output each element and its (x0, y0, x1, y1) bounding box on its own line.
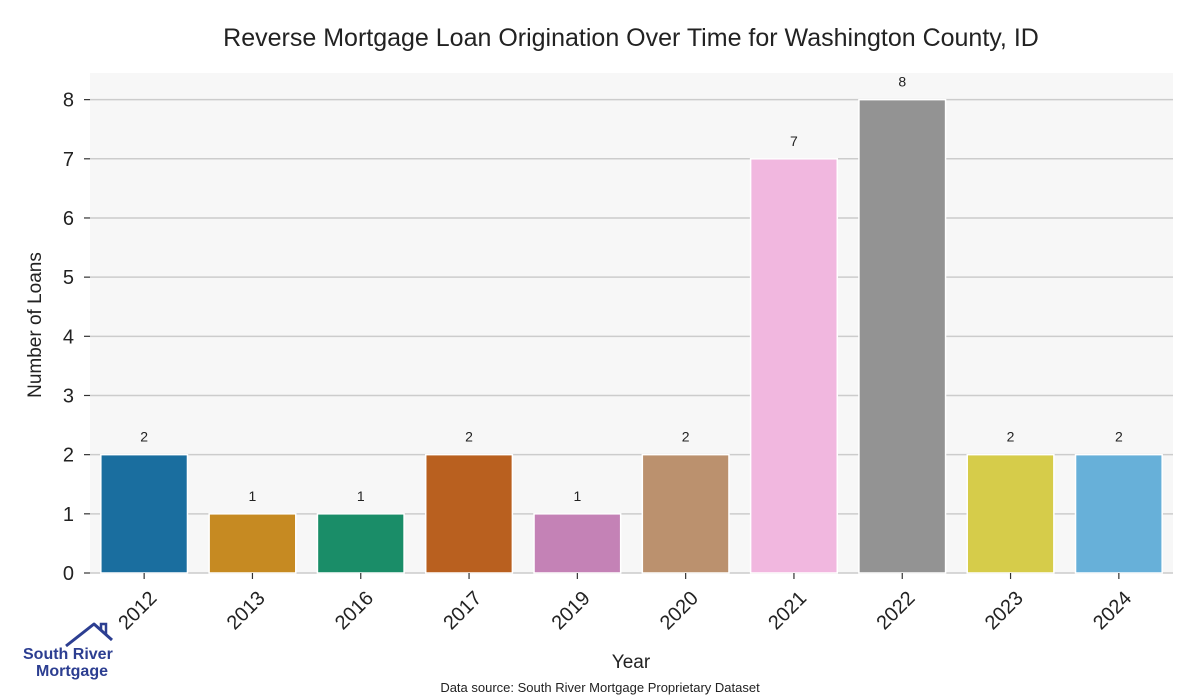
x-axis-ticks: 2012 2013 2016 2017 2019 2020 2021 2022 2023 2024 (114, 573, 1136, 634)
logo-line2: Mortgage (36, 663, 108, 680)
bar-2020 (641, 453, 730, 574)
bar-2016 (316, 513, 405, 574)
x-tick-label: 2024 (1089, 587, 1136, 634)
data-label: 1 (249, 488, 257, 504)
y-tick-label: 3 (63, 385, 74, 407)
x-tick-label: 2023 (981, 587, 1028, 634)
x-tick-label: 2012 (114, 587, 161, 634)
chart-title: Reverse Mortgage Loan Origination Over T… (223, 24, 1039, 52)
y-axis-label: Number of Loans (25, 252, 46, 398)
data-label: 2 (682, 429, 690, 445)
house-icon (65, 622, 113, 648)
x-tick-label: 2019 (548, 587, 595, 634)
logo: South River Mortgage (23, 622, 113, 680)
bar-2019 (533, 513, 622, 574)
x-tick-label: 2017 (439, 587, 486, 634)
x-tick-label: 2016 (331, 587, 378, 634)
bar-2023 (966, 453, 1055, 574)
data-label: 1 (357, 488, 365, 504)
x-tick-label: 2020 (656, 587, 703, 634)
logo-line1: South River (23, 646, 113, 663)
y-tick-label: 6 (63, 208, 74, 230)
data-label: 2 (465, 429, 473, 445)
y-tick-label: 4 (63, 326, 74, 348)
bar-2021 (749, 158, 839, 574)
x-tick-label: 2022 (872, 587, 919, 634)
x-tick-label: 2013 (223, 587, 270, 634)
bar-2013 (208, 513, 297, 574)
data-label: 7 (790, 133, 798, 149)
data-label: 2 (140, 429, 148, 445)
y-tick-label: 0 (63, 563, 74, 585)
y-tick-label: 5 (63, 267, 74, 289)
y-tick-label: 8 (63, 90, 74, 112)
bar-2017 (424, 453, 514, 574)
y-tick-label: 7 (63, 149, 74, 171)
bars (100, 98, 1163, 574)
bar-2012 (100, 453, 189, 574)
x-axis-label: Year (612, 652, 651, 673)
data-label: 2 (1007, 429, 1015, 445)
data-label: 2 (1115, 429, 1123, 445)
bar-2024 (1074, 453, 1163, 574)
x-tick-label: 2021 (764, 587, 811, 634)
y-tick-label: 1 (63, 504, 74, 526)
data-source-note: Data source: South River Mortgage Propri… (440, 680, 760, 695)
data-label: 8 (898, 74, 906, 90)
bar-2022 (858, 98, 947, 574)
y-axis-ticks: 0 1 2 3 4 5 6 7 8 (63, 90, 90, 585)
data-labels: 2 1 1 2 1 2 7 8 2 2 (140, 74, 1123, 504)
data-label: 1 (573, 488, 581, 504)
y-tick-label: 2 (63, 445, 74, 467)
